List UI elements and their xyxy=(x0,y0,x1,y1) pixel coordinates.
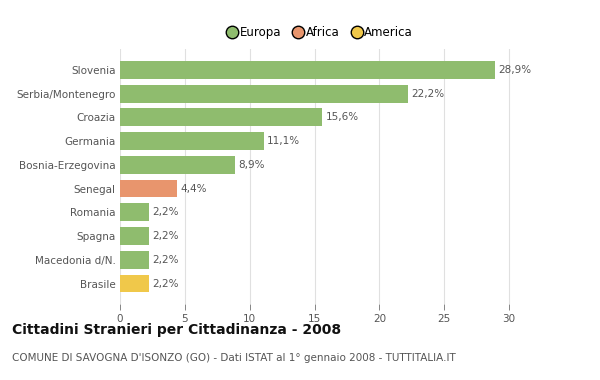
Text: 15,6%: 15,6% xyxy=(326,112,359,122)
Text: COMUNE DI SAVOGNA D'ISONZO (GO) - Dati ISTAT al 1° gennaio 2008 - TUTTITALIA.IT: COMUNE DI SAVOGNA D'ISONZO (GO) - Dati I… xyxy=(12,353,456,363)
Bar xyxy=(120,132,264,150)
Text: 11,1%: 11,1% xyxy=(267,136,301,146)
Bar xyxy=(120,156,235,174)
Bar xyxy=(120,85,408,103)
Text: Cittadini Stranieri per Cittadinanza - 2008: Cittadini Stranieri per Cittadinanza - 2… xyxy=(12,323,341,337)
Text: 2,2%: 2,2% xyxy=(152,279,178,288)
Text: 2,2%: 2,2% xyxy=(152,231,178,241)
Bar xyxy=(120,251,149,269)
Bar xyxy=(120,203,149,221)
Bar xyxy=(120,227,149,245)
Legend: Europa, Africa, America: Europa, Africa, America xyxy=(226,22,416,42)
Text: 8,9%: 8,9% xyxy=(239,160,265,170)
Bar xyxy=(120,275,149,293)
Text: 28,9%: 28,9% xyxy=(498,65,531,75)
Text: 4,4%: 4,4% xyxy=(180,184,207,193)
Bar xyxy=(120,108,322,126)
Text: 2,2%: 2,2% xyxy=(152,207,178,217)
Text: 22,2%: 22,2% xyxy=(411,89,444,99)
Text: 2,2%: 2,2% xyxy=(152,255,178,265)
Bar xyxy=(120,180,177,198)
Bar xyxy=(120,61,495,79)
